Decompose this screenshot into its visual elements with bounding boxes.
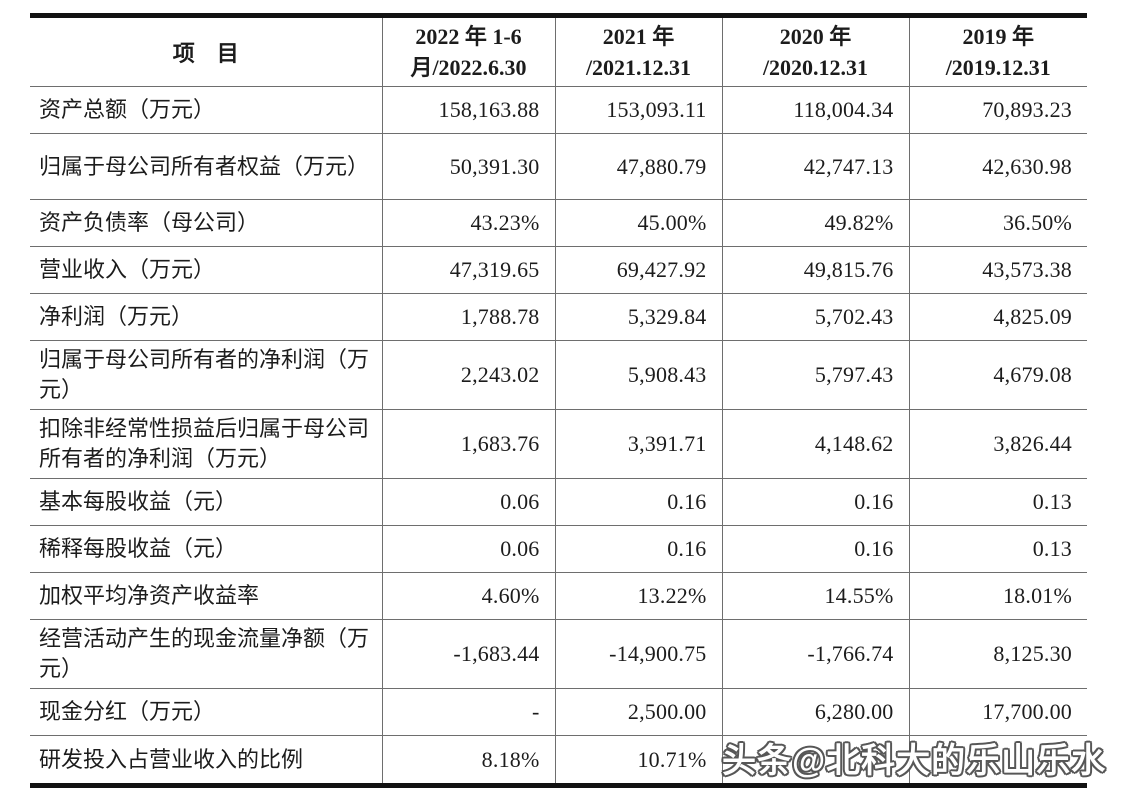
cell-value: 5,908.43 — [554, 340, 723, 410]
cell-value: - — [381, 688, 556, 736]
table-row: 净利润（万元） 1,788.78 5,329.84 5,702.43 4,825… — [30, 293, 1087, 341]
table-row: 资产负债率（母公司） 43.23% 45.00% 49.82% 36.50% — [30, 199, 1087, 247]
cell-value: 0.13 — [908, 525, 1087, 573]
header-period-2020-line1: 2020 年 — [779, 24, 852, 49]
header-period-2022: 2022 年 1-6 月/2022.6.30 — [381, 15, 556, 87]
cell-value: 4,825.09 — [908, 293, 1087, 341]
cell-value: 3,391.71 — [554, 409, 723, 479]
cell-value: 43,573.38 — [908, 246, 1087, 294]
header-period-2020-line2: /2020.12.31 — [762, 55, 869, 80]
header-period-2022-line2: 月/2022.6.30 — [410, 55, 527, 80]
table-row: 现金分红（万元） - 2,500.00 6,280.00 17,700.00 — [30, 688, 1087, 736]
row-label-total-assets: 资产总额（万元） — [30, 86, 383, 134]
row-label-diluted-eps: 稀释每股收益（元） — [30, 525, 383, 573]
header-period-2019-line1: 2019 年 — [962, 24, 1034, 49]
table-row: 归属于母公司所有者权益（万元） 50,391.30 47,880.79 42,7… — [30, 133, 1087, 200]
cell-value: 47,319.65 — [381, 246, 556, 294]
cell-value: 45.00% — [554, 199, 723, 247]
cell-value: 0.16 — [721, 525, 910, 573]
cell-value: 0.06 — [381, 478, 556, 526]
header-period-2021: 2021 年 /2021.12.31 — [554, 15, 723, 87]
cell-value: 0.16 — [554, 478, 723, 526]
cell-value: -1,683.44 — [381, 619, 556, 689]
header-period-2021-line2: /2021.12.31 — [585, 55, 692, 80]
cell-value: 0.16 — [554, 525, 723, 573]
cell-value: 4,679.08 — [908, 340, 1087, 410]
cell-value: 5,329.84 — [554, 293, 723, 341]
cell-value: 1,683.76 — [381, 409, 556, 479]
table-row: 归属于母公司所有者的净利润（万元） 2,243.02 5,908.43 5,79… — [30, 340, 1087, 410]
cell-value: 42,630.98 — [908, 133, 1087, 200]
cell-value: 49,815.76 — [721, 246, 910, 294]
table-row: 加权平均净资产收益率 4.60% 13.22% 14.55% 18.01% — [30, 572, 1087, 620]
cell-value: 153,093.11 — [554, 86, 723, 134]
cell-value — [721, 735, 910, 786]
row-label-operating-cash-flow: 经营活动产生的现金流量净额（万元） — [30, 619, 383, 689]
row-label-deducted-net-profit: 扣除非经常性损益后归属于母公司所有者的净利润（万元） — [30, 409, 383, 479]
table-row: 扣除非经常性损益后归属于母公司所有者的净利润（万元） 1,683.76 3,39… — [30, 409, 1087, 479]
table-row: 营业收入（万元） 47,319.65 69,427.92 49,815.76 4… — [30, 246, 1087, 294]
row-label-cash-dividend: 现金分红（万元） — [30, 688, 383, 736]
cell-value: 10.71% — [554, 735, 723, 786]
row-label-debt-ratio: 资产负债率（母公司） — [30, 199, 383, 247]
table-row: 资产总额（万元） 158,163.88 153,093.11 118,004.3… — [30, 86, 1087, 134]
cell-value: -1,766.74 — [721, 619, 910, 689]
cell-value: 17,700.00 — [908, 688, 1087, 736]
cell-value: 6,280.00 — [721, 688, 910, 736]
cell-value: 5,797.43 — [721, 340, 910, 410]
table-row: 基本每股收益（元） 0.06 0.16 0.16 0.13 — [30, 478, 1087, 526]
header-period-2022-line1: 2022 年 1-6 — [415, 24, 522, 49]
cell-value: 0.16 — [721, 478, 910, 526]
cell-value: 8.18% — [381, 735, 556, 786]
cell-value: 70,893.23 — [908, 86, 1087, 134]
table-header-row: 项 目 2022 年 1-6 月/2022.6.30 2021 年 /2021.… — [30, 15, 1087, 87]
row-label-net-profit: 净利润（万元） — [30, 293, 383, 341]
cell-value: 118,004.34 — [721, 86, 910, 134]
header-period-2021-line1: 2021 年 — [602, 24, 675, 49]
cell-value: 2,500.00 — [554, 688, 723, 736]
cell-value: 43.23% — [381, 199, 556, 247]
table-row: 经营活动产生的现金流量净额（万元） -1,683.44 -14,900.75 -… — [30, 619, 1087, 689]
toutiao-watermark: 头条@北科大的乐山乐水 — [722, 742, 1107, 780]
header-period-2019: 2019 年 /2019.12.31 — [908, 15, 1087, 87]
row-label-parent-net-profit: 归属于母公司所有者的净利润（万元） — [30, 340, 383, 410]
cell-value: 2,243.02 — [381, 340, 556, 410]
cell-value: 158,163.88 — [381, 86, 556, 134]
financial-summary-table-container: 项 目 2022 年 1-6 月/2022.6.30 2021 年 /2021.… — [30, 13, 1087, 788]
cell-value: 47,880.79 — [554, 133, 723, 200]
cell-value: 13.22% — [554, 572, 723, 620]
cell-value: 42,747.13 — [721, 133, 910, 200]
cell-value: 69,427.92 — [554, 246, 723, 294]
table-row: 研发投入占营业收入的比例 8.18% 10.71% — [30, 735, 1087, 786]
cell-value: 18.01% — [908, 572, 1087, 620]
row-label-rd-ratio: 研发投入占营业收入的比例 — [30, 735, 383, 786]
financial-summary-table: 项 目 2022 年 1-6 月/2022.6.30 2021 年 /2021.… — [30, 13, 1087, 788]
cell-value: 50,391.30 — [381, 133, 556, 200]
cell-value — [908, 735, 1087, 786]
cell-value: 49.82% — [721, 199, 910, 247]
cell-value: 5,702.43 — [721, 293, 910, 341]
table-row: 稀释每股收益（元） 0.06 0.16 0.16 0.13 — [30, 525, 1087, 573]
cell-value: 36.50% — [908, 199, 1087, 247]
cell-value: 4,148.62 — [721, 409, 910, 479]
cell-value: 1,788.78 — [381, 293, 556, 341]
cell-value: -14,900.75 — [554, 619, 723, 689]
cell-value: 4.60% — [381, 572, 556, 620]
cell-value: 0.06 — [381, 525, 556, 573]
header-item: 项 目 — [30, 15, 383, 87]
cell-value: 14.55% — [721, 572, 910, 620]
header-period-2020: 2020 年 /2020.12.31 — [721, 15, 910, 87]
cell-value: 0.13 — [908, 478, 1087, 526]
row-label-weighted-roe: 加权平均净资产收益率 — [30, 572, 383, 620]
row-label-operating-revenue: 营业收入（万元） — [30, 246, 383, 294]
header-period-2019-line2: /2019.12.31 — [945, 55, 1051, 80]
row-label-basic-eps: 基本每股收益（元） — [30, 478, 383, 526]
row-label-parent-equity: 归属于母公司所有者权益（万元） — [30, 133, 383, 200]
cell-value: 3,826.44 — [908, 409, 1087, 479]
cell-value: 8,125.30 — [908, 619, 1087, 689]
